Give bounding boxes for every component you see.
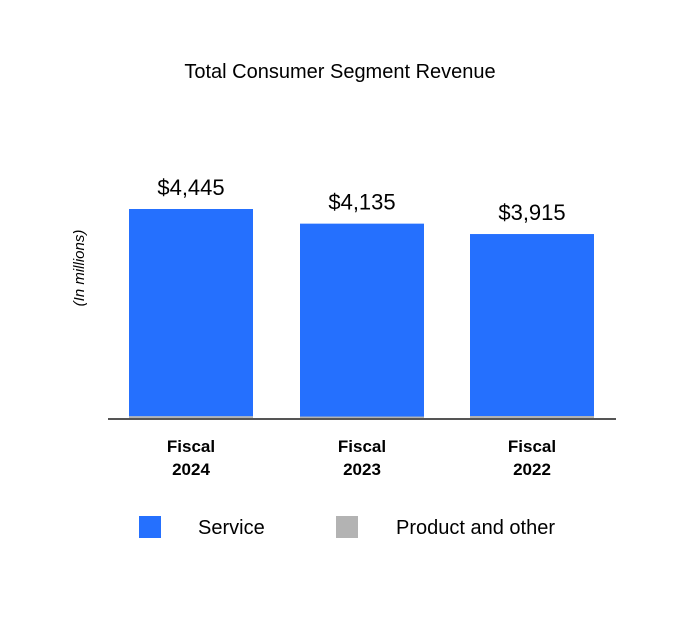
bar-product-and-other-1	[300, 416, 424, 419]
bar-total-label-0: $4,445	[157, 175, 224, 200]
x-tick-label-1-line-0: Fiscal	[338, 437, 386, 456]
bar-total-label-2: $3,915	[498, 200, 565, 225]
bar-product-and-other-2	[470, 416, 594, 419]
bars-layer	[129, 209, 594, 419]
chart-title: Total Consumer Segment Revenue	[184, 61, 495, 83]
legend-swatch-service	[139, 516, 161, 538]
x-tick-label-2-line-0: Fiscal	[508, 437, 556, 456]
legend: Service Product and other	[139, 516, 555, 539]
legend-swatch-product-and-other	[336, 516, 358, 538]
x-tick-label-1-line-1: 2023	[343, 460, 381, 479]
x-tick-label-0-line-1: 2024	[172, 460, 210, 479]
bar-service-2	[470, 234, 594, 417]
bar-total-label-1: $4,135	[328, 190, 395, 215]
legend-label-service: Service	[198, 517, 265, 539]
bar-product-and-other-0	[129, 416, 253, 419]
bar-service-1	[300, 223, 424, 417]
x-tick-labels-layer: Fiscal 2024 Fiscal 2023 Fiscal 2022	[167, 437, 556, 479]
x-tick-label-0-line-0: Fiscal	[167, 437, 215, 456]
total-labels-layer: $4,445 $4,135 $3,915	[157, 175, 565, 225]
legend-label-product-and-other: Product and other	[396, 517, 555, 539]
bar-service-0	[129, 209, 253, 417]
y-axis-label: (In millions)	[71, 230, 88, 307]
x-tick-label-2-line-1: 2022	[513, 460, 551, 479]
